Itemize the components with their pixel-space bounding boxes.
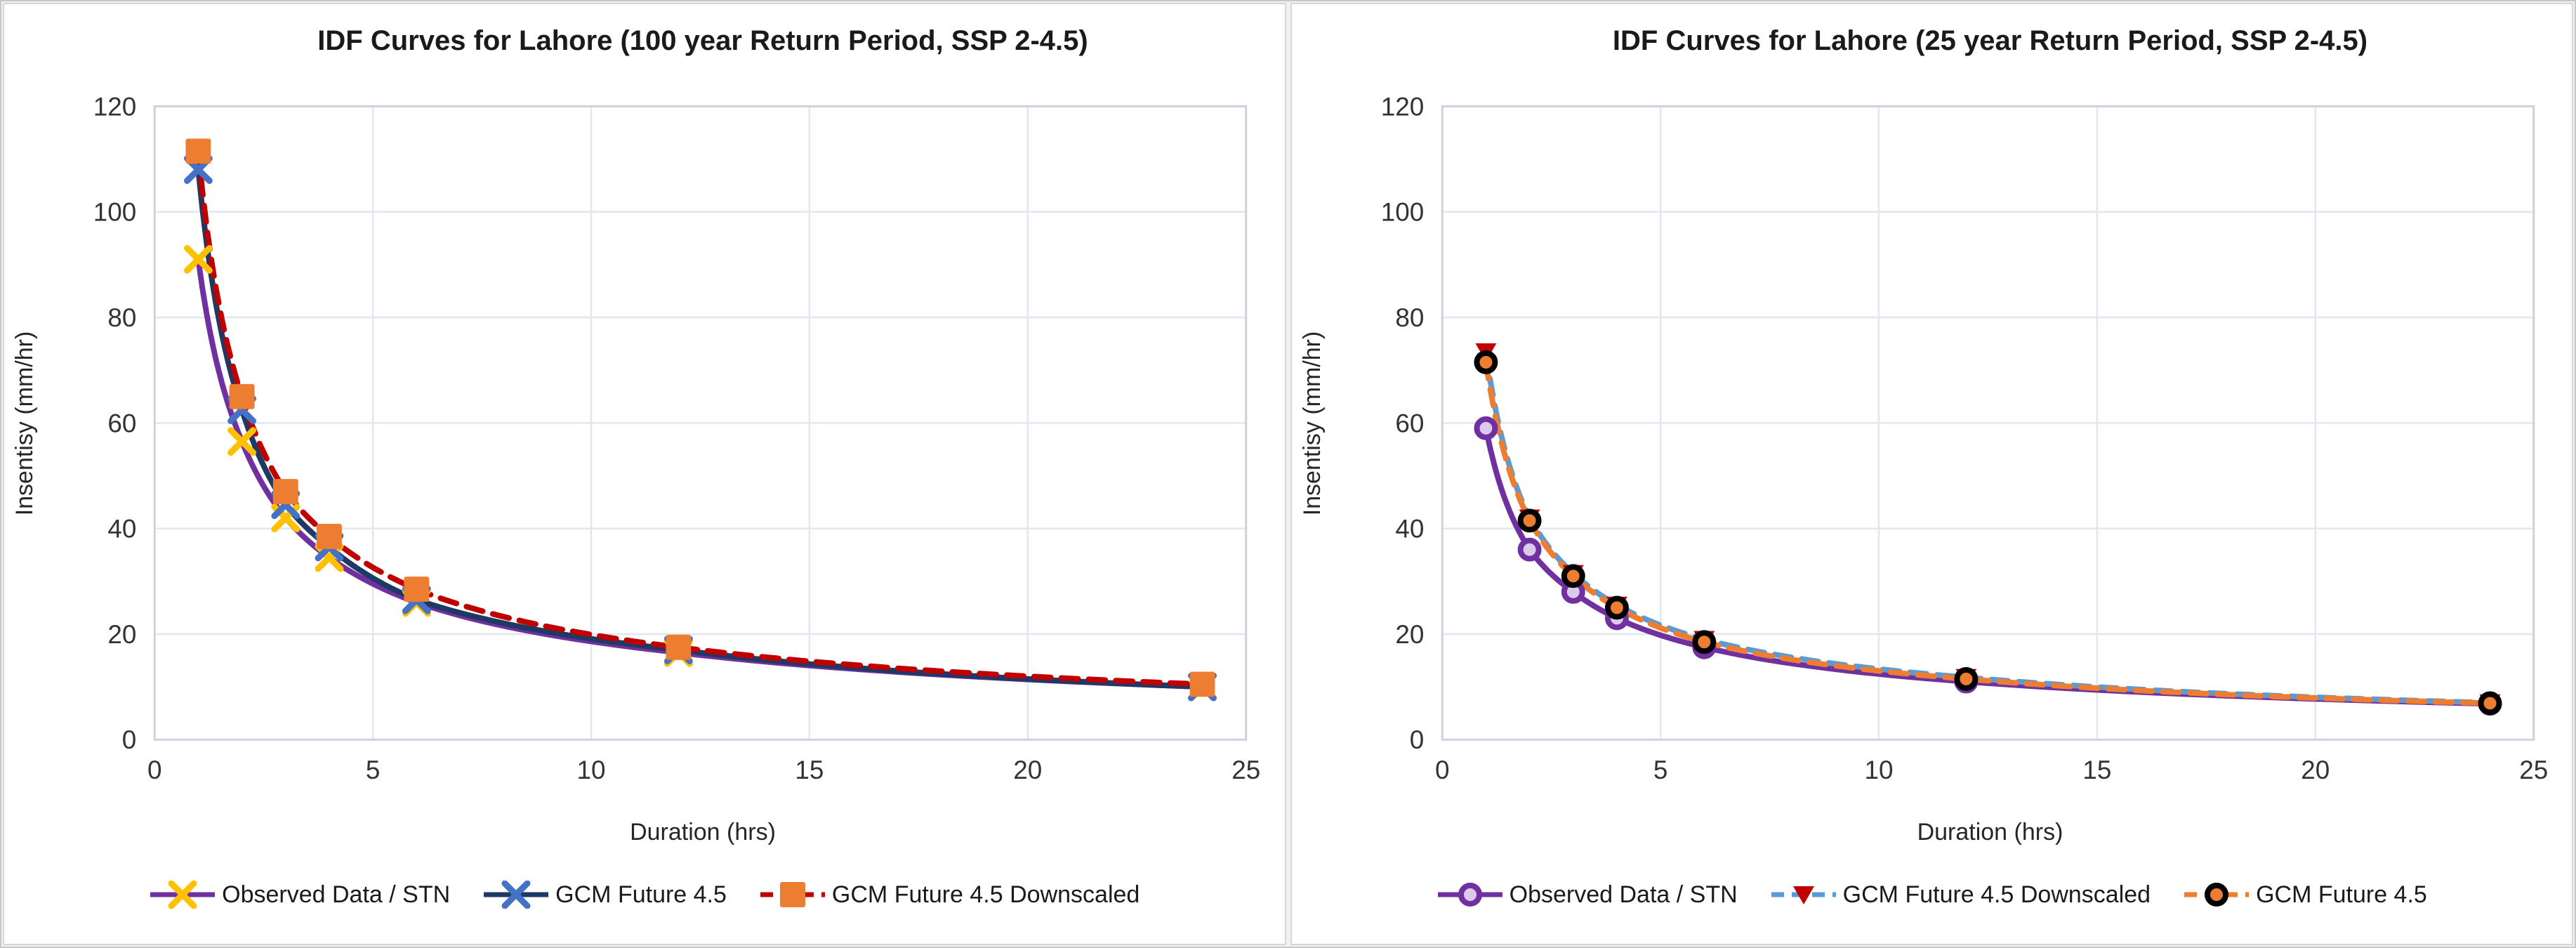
chart-canvas-100yr: 0 20 40 60 80 100 120 0 5 10 15 20 25 (93, 92, 1260, 784)
y-tick-label: 120 (93, 92, 137, 121)
chart-legend: Observed Data / STN GCM Future 4.5 GCM Fut… (4, 881, 1285, 909)
plot-border (153, 105, 1248, 741)
legend-label: Observed Data / STN (1509, 881, 1738, 908)
markers-gcm-future-4-5 (183, 155, 1217, 702)
legend-item: Observed Data / STN (149, 881, 450, 909)
chart-panel-25yr: IDF Curves for Lahore (25 year Return Pe… (1290, 3, 2573, 945)
tick-labels: 0 20 40 60 80 100 120 0 5 10 15 20 25 (1380, 92, 2547, 784)
y-axis-title: Insentisy (mm/hr) (11, 331, 38, 516)
y-tick-label: 20 (107, 620, 136, 649)
y-tick-label: 20 (1395, 620, 1424, 649)
chart-canvas-25yr: 0 20 40 60 80 100 120 0 5 10 15 20 25 (1380, 92, 2547, 784)
gridlines (154, 105, 1247, 740)
x-tick-label: 0 (147, 756, 162, 784)
x-tick-label: 15 (2082, 756, 2111, 784)
legend-label: GCM Future 4.5 (555, 881, 727, 908)
gridlines (1441, 105, 2535, 740)
plot-border (1441, 105, 2535, 741)
legend-swatch (2184, 883, 2250, 907)
x-axis-title: Duration (hrs) (1917, 819, 2063, 845)
y-tick-label: 0 (1409, 725, 1424, 754)
y-tick-label: 80 (1395, 303, 1424, 332)
x-tick-label: 25 (2519, 756, 2548, 784)
legend-item: Observed Data / STN (1436, 881, 1738, 909)
y-tick-label: 40 (107, 515, 136, 544)
legend-label: GCM Future 4.5 Downscaled (831, 881, 1140, 908)
y-tick-label: 60 (1395, 409, 1424, 437)
legend-item: GCM Future 4.5 (482, 881, 727, 909)
legend-swatch (1437, 883, 1502, 907)
x-tick-label: 5 (366, 756, 381, 784)
series-gcm-future-4-5-downscaled (1482, 348, 2493, 706)
legend-item: GCM Future 4.5 (2183, 881, 2427, 909)
chart-panel-100yr: IDF Curves for Lahore (100 year Return P… (3, 3, 1286, 945)
y-tick-label: 0 (122, 725, 137, 754)
x-tick-label: 0 (1434, 756, 1449, 784)
y-tick-label: 40 (1395, 515, 1424, 544)
legend-label: Observed Data / STN (222, 881, 451, 908)
y-tick-label: 60 (107, 409, 136, 437)
y-tick-label: 100 (1380, 198, 1424, 227)
x-tick-label: 15 (795, 756, 824, 784)
chart-title: IDF Curves for Lahore (25 year Return Pe… (1612, 25, 2368, 56)
y-axis-title: Insentisy (mm/hr) (1298, 331, 1326, 516)
markers-gcm-future-4-5 (1473, 350, 2502, 716)
legend-label: GCM Future 4.5 Downscaled (1842, 881, 2151, 908)
y-tick-label: 100 (93, 198, 137, 227)
markers-observed-data-stn (1473, 416, 2502, 716)
chart-legend: Observed Data / STN GCM Future 4.5 Downsc… (1292, 881, 2572, 909)
x-tick-label: 25 (1231, 756, 1260, 784)
series-gcm-future-4-5 (195, 166, 1206, 690)
chart-title: IDF Curves for Lahore (100 year Return P… (317, 25, 1088, 56)
legend-swatch (484, 881, 549, 909)
x-tick-label: 20 (2301, 756, 2330, 784)
legend-item: GCM Future 4.5 Downscaled (759, 881, 1140, 909)
legend-swatch (1771, 886, 1836, 904)
series-observed-data-stn (195, 256, 1206, 690)
legend-label: GCM Future 4.5 (2256, 881, 2427, 908)
markers-gcm-future-4-5-downscaled (185, 138, 1215, 697)
series-gcm-future-4-5 (1482, 359, 2493, 706)
y-tick-label: 80 (107, 303, 136, 332)
x-axis-title: Duration (hrs) (630, 819, 776, 845)
legend-item: GCM Future 4.5 Downscaled (1770, 881, 2151, 909)
tick-labels: 0 20 40 60 80 100 120 0 5 10 15 20 25 (93, 92, 1260, 784)
y-tick-label: 120 (1380, 92, 1424, 121)
legend-swatch (760, 882, 825, 907)
x-tick-label: 10 (577, 756, 606, 784)
markers-observed-data-stn (183, 244, 1217, 702)
series-gcm-future-4-5-downscaled (195, 148, 1206, 687)
series-observed-data-stn (1482, 425, 2493, 707)
x-tick-label: 20 (1013, 756, 1042, 784)
x-tick-label: 10 (1864, 756, 1893, 784)
legend-swatch (150, 881, 216, 909)
x-tick-label: 5 (1653, 756, 1667, 784)
